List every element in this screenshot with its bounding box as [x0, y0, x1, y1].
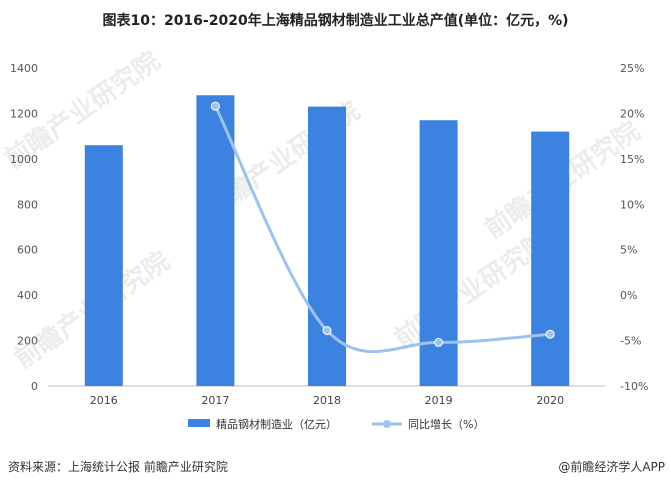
bar [84, 145, 123, 386]
legend-bar-label: 精品钢材制造业（亿元） [216, 417, 337, 431]
y-right-tick-label: 20% [620, 107, 644, 120]
y-left-tick-label: 200 [17, 335, 38, 348]
growth-line [214, 105, 551, 354]
bar [308, 106, 346, 386]
growth-point [210, 101, 220, 111]
growth-point [434, 337, 444, 347]
x-tick-label: 2016 [90, 394, 118, 407]
growth-point [545, 329, 555, 339]
y-left-tick-label: 1000 [10, 153, 38, 166]
y-right-tick-label: 5% [620, 244, 637, 257]
y-left-tick-label: 600 [17, 244, 38, 257]
y-right-tick-label: 10% [620, 198, 644, 211]
bar [196, 95, 235, 386]
y-left-tick-label: 0 [31, 380, 38, 393]
x-tick-label: 2019 [425, 394, 453, 407]
combo-chart: 0 200 400 600 800 1000 1200 1400 -10% -5% 0% 5% 10% 1… [10, 62, 648, 431]
brand-label: @前瞻经济学人APP [558, 460, 665, 474]
y-left-tick-label: 800 [17, 198, 38, 211]
y-left-tick-label: 1400 [10, 62, 38, 75]
growth-point [322, 326, 332, 336]
y-right-tick-label: 25% [620, 62, 644, 75]
bar [531, 131, 570, 386]
x-tick-label: 2017 [201, 394, 229, 407]
y-right-tick-label: -10% [620, 380, 648, 393]
legend-line-label: 同比增长（%） [408, 417, 484, 431]
x-tick-label: 2018 [313, 394, 341, 407]
chart-area: 0 200 400 600 800 1000 1200 1400 -10% -5% 0% 5% 10% 1… [0, 40, 671, 460]
legend-line-marker [383, 420, 391, 428]
y-right-tick-label: -5% [620, 335, 641, 348]
y-right-tick-label: 15% [620, 153, 644, 166]
source-note: 资料来源：上海统计公报 前瞻产业研究院 [8, 460, 228, 474]
x-tick-label: 2020 [536, 394, 564, 407]
chart-title: 图表10：2016-2020年上海精品钢材制造业工业总产值(单位：亿元，%) [102, 13, 569, 29]
y-left-tick-label: 1200 [10, 107, 38, 120]
legend-bar-swatch [188, 419, 210, 427]
y-left-tick-label: 400 [17, 289, 38, 302]
y-right-tick-label: 0% [620, 289, 637, 302]
